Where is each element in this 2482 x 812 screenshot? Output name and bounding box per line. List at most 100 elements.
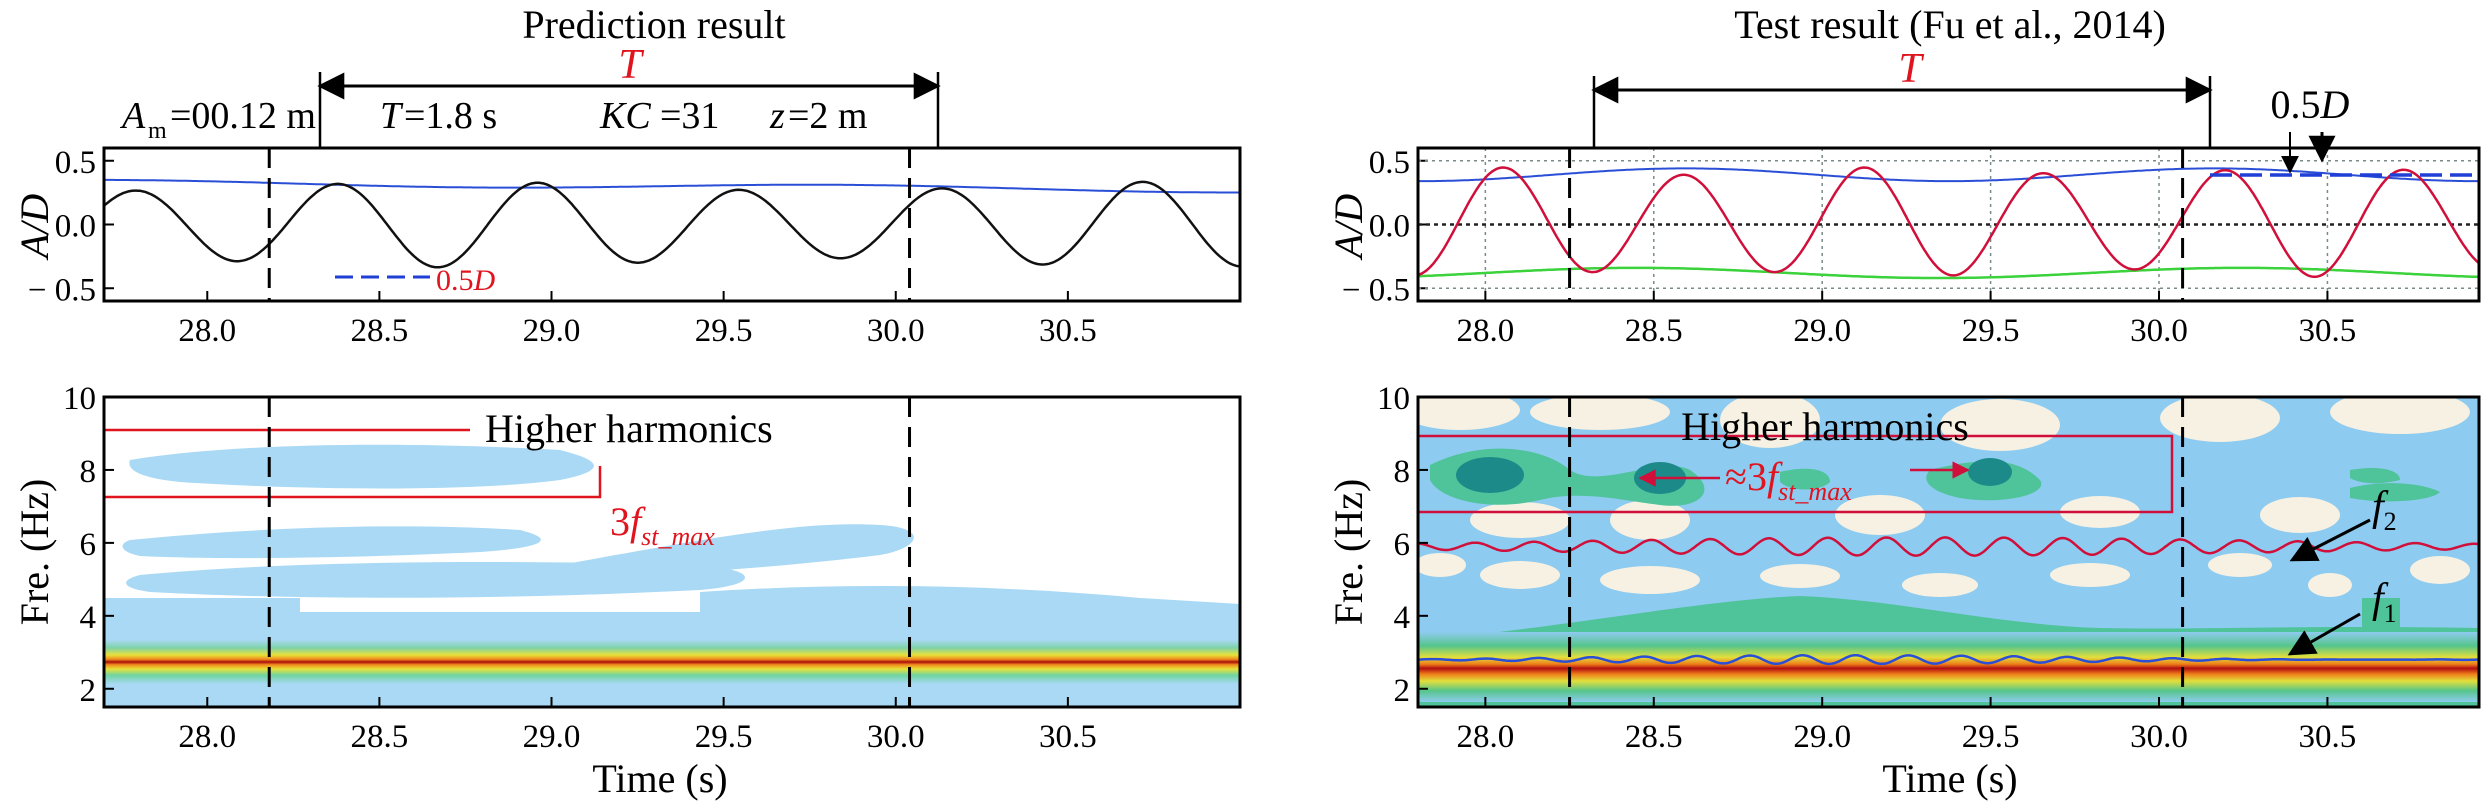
y-tick-label: 2 bbox=[80, 673, 97, 709]
x-tick-label: 29.5 bbox=[695, 719, 753, 755]
left-xlabel: Time (s) bbox=[592, 756, 727, 801]
param-t-value: =1.8 s bbox=[404, 95, 497, 137]
right-top-xticks: 28.0 28.5 29.0 29.5 30.0 30.5 bbox=[1456, 291, 2356, 349]
left-bottom-yticks: 2 4 6 8 10 bbox=[63, 381, 114, 709]
right-panel: Test result (Fu et al., 2014) T 0.5D A/D… bbox=[1326, 2, 2481, 801]
y-tick-label: 8 bbox=[80, 454, 97, 490]
x-tick-label: 29.5 bbox=[1962, 719, 2020, 755]
x-tick-label: 28.0 bbox=[1456, 313, 1514, 349]
y-tick-label: 2 bbox=[1394, 673, 1411, 709]
y-tick-label: 4 bbox=[1394, 600, 1411, 636]
right-top-ylabel: A/D bbox=[1326, 194, 1371, 262]
left-top-yticks: 0.5 0.0 − 0.5 bbox=[28, 145, 114, 308]
right-bottom-xticks: 28.0 28.5 29.0 29.5 30.0 30.5 bbox=[1456, 697, 2356, 755]
y-tick-label: 8 bbox=[1394, 454, 1411, 490]
x-tick-label: 30.0 bbox=[867, 313, 925, 349]
right-approx-label: ≈3fst_max bbox=[1725, 454, 1852, 506]
left-harmonic-patch bbox=[129, 444, 594, 489]
param-am-value: =00.12 m bbox=[170, 95, 316, 137]
left-period-label: T bbox=[618, 42, 644, 88]
param-z-value: =2 m bbox=[788, 95, 868, 137]
param-kc-value: =31 bbox=[660, 95, 719, 137]
right-xlabel: Time (s) bbox=[1882, 756, 2017, 801]
right-amplitude-plot: A/D 0.5 0.0 − 0.5 28.0 28.5 29.0 29.5 30.0 30.5 bbox=[1326, 132, 2481, 349]
left-top-ylabel: A/D bbox=[12, 194, 57, 262]
left-panel: Prediction result T A m =00.12 m T =1.8 … bbox=[12, 2, 1242, 801]
x-tick-label: 30.5 bbox=[2299, 719, 2357, 755]
x-tick-label: 29.5 bbox=[695, 313, 753, 349]
right-lower-envelope bbox=[1418, 266, 2479, 280]
right-title: Test result (Fu et al., 2014) bbox=[1734, 2, 2166, 47]
right-scale-label: 0.5D bbox=[2271, 82, 2350, 127]
left-top-period-markers bbox=[267, 148, 912, 301]
x-tick-label: 28.5 bbox=[351, 313, 409, 349]
x-tick-label: 29.0 bbox=[523, 719, 581, 755]
y-tick-label: 4 bbox=[80, 600, 97, 636]
x-tick-label: 30.5 bbox=[2299, 313, 2357, 349]
x-tick-label: 29.0 bbox=[1793, 313, 1851, 349]
right-cream-blobs bbox=[1418, 397, 2470, 597]
right-f1-label-bg bbox=[2362, 598, 2400, 632]
right-bottom-ylabel: Fre. (Hz) bbox=[1326, 479, 1371, 626]
left-amplitude-plot: A/D 0.5 0.0 − 0.5 0.5D 28.0 28.5 29.0 29.5 30.… bbox=[12, 145, 1242, 349]
y-tick-label: 0.5 bbox=[55, 145, 96, 181]
left-dominant-band bbox=[104, 640, 1240, 684]
left-title: Prediction result bbox=[522, 2, 785, 47]
param-am-sub: m bbox=[148, 118, 167, 144]
right-f1-arrow bbox=[2287, 612, 2361, 656]
left-signal-line bbox=[104, 180, 1240, 269]
y-tick-label: 6 bbox=[1394, 527, 1411, 563]
left-params: A m =00.12 m T =1.8 s KC =31 z =2 m bbox=[119, 95, 868, 144]
x-tick-label: 30.5 bbox=[1039, 313, 1097, 349]
x-tick-label: 28.0 bbox=[178, 313, 236, 349]
right-bottom-period-markers bbox=[1568, 397, 2185, 707]
y-tick-label: − 0.5 bbox=[28, 272, 96, 308]
left-bottom-frame bbox=[102, 395, 1242, 709]
left-higher-harmonics-label: Higher harmonics bbox=[485, 406, 773, 451]
y-tick-label: 10 bbox=[1377, 381, 1410, 417]
right-bottom-yticks: 2 4 6 8 10 bbox=[1377, 381, 1428, 709]
left-bottom-period-markers bbox=[267, 397, 912, 707]
param-kc-symbol: KC bbox=[599, 95, 651, 137]
right-dominant-band bbox=[1418, 632, 2479, 702]
left-envelope-line bbox=[104, 178, 1240, 194]
left-top-xticks: 28.0 28.5 29.0 29.5 30.0 30.5 bbox=[178, 291, 1097, 349]
x-tick-label: 30.5 bbox=[1039, 719, 1097, 755]
x-tick-label: 30.0 bbox=[2130, 719, 2188, 755]
x-tick-label: 29.0 bbox=[523, 313, 581, 349]
y-tick-label: − 0.5 bbox=[1342, 272, 1410, 308]
right-signal-line bbox=[1418, 166, 2479, 279]
param-t-symbol: T bbox=[380, 95, 404, 137]
x-tick-label: 29.0 bbox=[1793, 719, 1851, 755]
y-tick-label: 0.5 bbox=[1369, 145, 1410, 181]
right-frequency-plot: Fre. (Hz) bbox=[1326, 381, 2481, 801]
param-am-symbol: A bbox=[119, 95, 146, 137]
x-tick-label: 28.0 bbox=[1456, 719, 1514, 755]
x-tick-label: 28.0 bbox=[178, 719, 236, 755]
right-period-label: T bbox=[1898, 46, 1924, 92]
x-tick-label: 28.5 bbox=[1625, 313, 1683, 349]
right-higher-harmonics-label: Higher harmonics bbox=[1681, 404, 1969, 449]
x-tick-label: 30.0 bbox=[867, 719, 925, 755]
left-bottom-ylabel: Fre. (Hz) bbox=[12, 479, 57, 626]
left-scale-label: 0.5D bbox=[436, 264, 496, 297]
y-tick-label: 0.0 bbox=[55, 209, 96, 245]
right-upper-envelope bbox=[1418, 167, 2479, 183]
x-tick-label: 29.5 bbox=[1962, 313, 2020, 349]
left-freq-label: 3fst_max bbox=[610, 499, 715, 551]
y-tick-label: 0.0 bbox=[1369, 209, 1410, 245]
y-tick-label: 10 bbox=[63, 381, 96, 417]
right-f1-track bbox=[1418, 653, 2479, 666]
right-f2-arrow bbox=[2289, 518, 2371, 562]
right-bottom-frame bbox=[1416, 395, 2481, 709]
y-tick-label: 6 bbox=[80, 527, 97, 563]
left-bottom-xticks: 28.0 28.5 29.0 29.5 30.0 30.5 bbox=[178, 697, 1097, 755]
right-top-frame bbox=[1416, 146, 2481, 303]
x-tick-label: 28.5 bbox=[351, 719, 409, 755]
left-spectrum bbox=[104, 397, 1240, 707]
param-z-symbol: z bbox=[769, 95, 785, 137]
x-tick-label: 28.5 bbox=[1625, 719, 1683, 755]
x-tick-label: 30.0 bbox=[2130, 313, 2188, 349]
right-top-period-markers bbox=[1568, 148, 2185, 301]
